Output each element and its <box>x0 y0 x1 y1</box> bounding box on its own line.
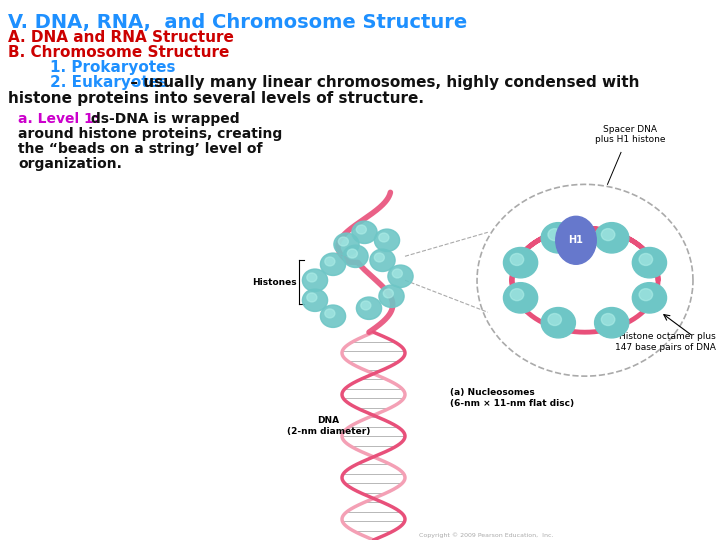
Circle shape <box>639 253 652 266</box>
Text: Copyright © 2009 Pearson Education,  Inc.: Copyright © 2009 Pearson Education, Inc. <box>419 532 553 538</box>
Circle shape <box>595 222 629 253</box>
Circle shape <box>541 308 575 338</box>
Circle shape <box>347 249 357 258</box>
Circle shape <box>388 265 413 287</box>
Text: V. DNA, RNA,  and Chromosome Structure: V. DNA, RNA, and Chromosome Structure <box>8 13 467 32</box>
Text: Histone octamer plus
147 base pairs of DNA: Histone octamer plus 147 base pairs of D… <box>615 332 716 352</box>
Circle shape <box>379 285 404 307</box>
Circle shape <box>361 301 371 310</box>
Circle shape <box>639 289 652 301</box>
Circle shape <box>320 305 346 327</box>
Circle shape <box>356 297 382 320</box>
Circle shape <box>541 222 575 253</box>
Circle shape <box>548 228 562 241</box>
Circle shape <box>356 225 366 234</box>
Text: ds-DNA is wrapped: ds-DNA is wrapped <box>86 112 240 126</box>
Circle shape <box>548 314 562 326</box>
Circle shape <box>595 308 629 338</box>
Text: DNA
(2-nm diameter): DNA (2-nm diameter) <box>287 416 370 436</box>
Text: 2. Eukaryotes: 2. Eukaryotes <box>8 75 168 90</box>
Text: H1: H1 <box>569 235 583 245</box>
Circle shape <box>392 269 402 278</box>
Text: 1. Prokaryotes: 1. Prokaryotes <box>8 60 176 75</box>
Circle shape <box>503 282 538 313</box>
Text: organization.: organization. <box>18 157 122 171</box>
Circle shape <box>510 289 523 301</box>
Circle shape <box>307 293 317 302</box>
Circle shape <box>374 229 400 252</box>
Ellipse shape <box>556 217 596 264</box>
Text: histone proteins into several levels of structure.: histone proteins into several levels of … <box>8 91 424 106</box>
Circle shape <box>374 253 384 262</box>
Text: B. Chromosome Structure: B. Chromosome Structure <box>8 45 230 60</box>
Circle shape <box>601 228 615 241</box>
Text: Spacer DNA
plus H1 histone: Spacer DNA plus H1 histone <box>595 125 665 144</box>
Text: – usually many linear chromosomes, highly condensed with: – usually many linear chromosomes, highl… <box>125 75 639 90</box>
Circle shape <box>503 247 538 278</box>
Circle shape <box>338 237 348 246</box>
Circle shape <box>370 249 395 272</box>
Circle shape <box>632 282 667 313</box>
Text: A. DNA and RNA Structure: A. DNA and RNA Structure <box>8 30 234 45</box>
Circle shape <box>325 309 335 318</box>
Circle shape <box>632 247 667 278</box>
Circle shape <box>325 257 335 266</box>
Circle shape <box>352 221 377 244</box>
Text: Histones: Histones <box>253 278 297 287</box>
Text: (a) Nucleosomes
(6-nm × 11-nm flat disc): (a) Nucleosomes (6-nm × 11-nm flat disc) <box>450 388 574 408</box>
Circle shape <box>379 233 389 242</box>
Circle shape <box>307 273 317 282</box>
Circle shape <box>510 253 523 266</box>
Circle shape <box>302 269 328 292</box>
Text: a. Level 1:: a. Level 1: <box>18 112 99 126</box>
Circle shape <box>334 233 359 255</box>
Circle shape <box>383 289 393 298</box>
Circle shape <box>302 289 328 312</box>
Text: the “beads on a string’ level of: the “beads on a string’ level of <box>18 142 263 156</box>
Text: around histone proteins, creating: around histone proteins, creating <box>18 127 282 141</box>
Circle shape <box>343 245 368 267</box>
Circle shape <box>320 253 346 275</box>
Circle shape <box>601 314 615 326</box>
